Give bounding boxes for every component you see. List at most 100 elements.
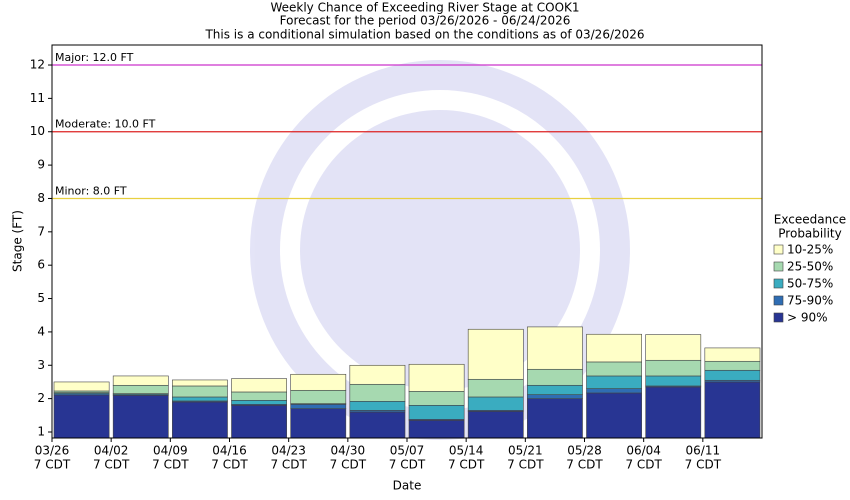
- y-tick-label: 2: [37, 391, 45, 405]
- bar-segment: [645, 334, 702, 361]
- bar-segment: [231, 378, 287, 393]
- legend-title: Probability: [778, 227, 841, 241]
- bar-segment: [467, 396, 524, 411]
- legend-label: 25-50%: [787, 260, 833, 274]
- x-tick-sublabel: 7 CDT: [566, 458, 603, 472]
- plot-area: [52, 45, 762, 438]
- y-tick-label: 4: [37, 324, 45, 338]
- x-tick-sublabel: 7 CDT: [448, 458, 485, 472]
- bar-segment: [172, 396, 228, 402]
- x-tick-label: 03/26: [35, 444, 70, 458]
- y-tick-label: 10: [30, 124, 45, 138]
- y-tick-label: 12: [30, 58, 45, 72]
- bar-segment: [349, 401, 406, 411]
- legend-title: Exceedance: [774, 213, 846, 227]
- y-tick-label: 11: [30, 91, 45, 105]
- y-tick-label: 6: [37, 258, 45, 272]
- legend-label: 50-75%: [787, 277, 833, 291]
- x-tick-sublabel: 7 CDT: [507, 458, 544, 472]
- bar-segment: [231, 400, 287, 405]
- bar-segment: [408, 390, 465, 406]
- bar-segment: [112, 375, 169, 386]
- bar-segment: [704, 369, 761, 381]
- bar-segment: [586, 392, 642, 439]
- x-tick-label: 04/30: [331, 444, 366, 458]
- bar-segment: [172, 401, 228, 439]
- legend-label: > 90%: [787, 311, 828, 325]
- bar-segment: [408, 363, 465, 392]
- x-tick-label: 05/21: [508, 444, 543, 458]
- x-tick-label: 06/11: [686, 444, 721, 458]
- y-tick-label: 9: [37, 158, 45, 172]
- y-tick-label: 8: [37, 191, 45, 205]
- threshold-label: Minor: 8.0 FT: [55, 184, 127, 197]
- bar-segment: [586, 388, 642, 394]
- bar-segment: [408, 420, 465, 439]
- x-tick-sublabel: 7 CDT: [34, 458, 71, 472]
- bar-segment: [586, 375, 642, 389]
- bar-segment: [645, 375, 702, 387]
- bar-segment: [349, 411, 406, 439]
- bar-segment: [527, 326, 583, 370]
- chart-subtitle: Forecast for the period 03/26/2026 - 06/…: [280, 14, 571, 28]
- bar-segment: [231, 391, 287, 401]
- x-tick-label: 04/09: [153, 444, 188, 458]
- y-tick-label: 5: [37, 291, 45, 305]
- bar-segment: [172, 379, 228, 387]
- bar-segment: [53, 381, 110, 392]
- bar-segment: [112, 394, 169, 439]
- x-tick-label: 04/02: [94, 444, 129, 458]
- threshold-label: Major: 12.0 FT: [55, 51, 134, 64]
- bar-segment: [53, 394, 110, 439]
- bar-segment: [704, 360, 761, 371]
- bar-segment: [586, 361, 642, 377]
- bar-segment: [290, 404, 347, 409]
- y-tick-label: 3: [37, 358, 45, 372]
- x-tick-label: 06/04: [626, 444, 661, 458]
- bar-segment: [586, 333, 642, 363]
- bar-segment: [645, 386, 702, 439]
- bar-segment: [645, 359, 702, 377]
- x-tick-label: 05/07: [390, 444, 425, 458]
- x-tick-sublabel: 7 CDT: [625, 458, 662, 472]
- y-tick-label: 1: [37, 424, 45, 438]
- bar-segment: [704, 381, 761, 439]
- bar-segment: [290, 373, 347, 391]
- x-axis-label: Date: [393, 479, 422, 493]
- x-tick-sublabel: 7 CDT: [330, 458, 367, 472]
- bar-segment: [467, 411, 524, 439]
- x-tick-sublabel: 7 CDT: [152, 458, 189, 472]
- x-tick-label: 04/23: [271, 444, 306, 458]
- bar-segment: [290, 389, 347, 404]
- bar-segment: [290, 408, 347, 439]
- legend-swatch: [773, 312, 784, 323]
- chart-title: Weekly Chance of Exceeding River Stage a…: [270, 1, 579, 15]
- legend-label: 10-25%: [787, 243, 833, 257]
- bar-segment: [231, 405, 287, 439]
- legend-swatch: [773, 295, 784, 306]
- bar-segment: [527, 384, 583, 395]
- legend-swatch: [773, 244, 784, 255]
- x-tick-label: 05/28: [567, 444, 602, 458]
- bar-segment: [467, 378, 524, 398]
- legend-label: 75-90%: [787, 294, 833, 308]
- y-tick-label: 7: [37, 224, 45, 238]
- bar-segment: [349, 383, 406, 402]
- y-axis-label: Stage (FT): [11, 210, 25, 272]
- bar-segment: [349, 364, 406, 385]
- bar-segment: [112, 384, 169, 394]
- bar-segment: [527, 368, 583, 386]
- x-tick-sublabel: 7 CDT: [685, 458, 722, 472]
- legend-swatch: [773, 261, 784, 272]
- bar-segment: [467, 328, 524, 380]
- threshold-label: Moderate: 10.0 FT: [55, 118, 156, 131]
- chart-subtitle: This is a conditional simulation based o…: [204, 28, 644, 42]
- bar-segment: [527, 394, 583, 399]
- bar-segment: [408, 405, 465, 420]
- bar-segment: [172, 385, 228, 398]
- bar-segment: [704, 347, 761, 362]
- x-tick-sublabel: 7 CDT: [389, 458, 426, 472]
- legend-swatch: [773, 278, 784, 289]
- bar-segment: [527, 398, 583, 439]
